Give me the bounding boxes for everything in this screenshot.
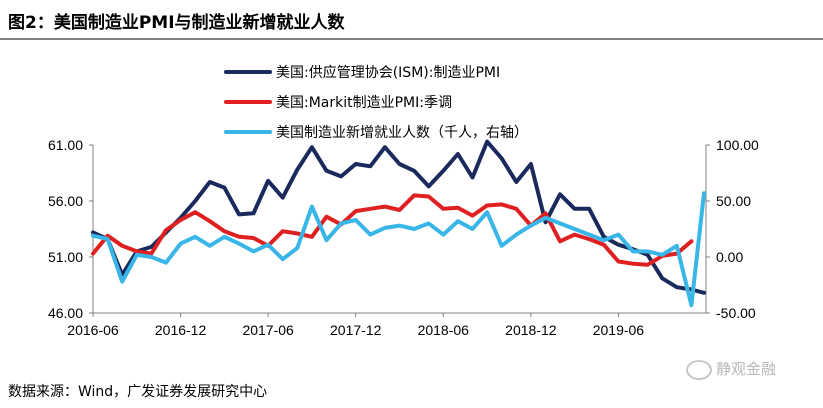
legend-label-3: 美国制造业新增就业人数（千人，右轴） (276, 125, 528, 141)
x-tick-label: 2016-06 (67, 322, 119, 338)
source-note: 数据来源：Wind，广发证券发展研究中心 (8, 384, 268, 400)
line-chart: 美国:供应管理协会(ISM):制造业PMI 美国:Markit制造业PMI:季调美… (48, 64, 759, 338)
legend-label-1: 美国:供应管理协会(ISM):制造业PMI (276, 64, 500, 81)
y-left-tick-label: 56.00 (48, 193, 83, 209)
x-tick-label: 2017-06 (242, 322, 294, 338)
chart-series (91, 139, 706, 308)
legend-label-2: 美国:Markit制造业PMI:季调 (276, 95, 452, 111)
y-left-tick-label: 51.00 (48, 249, 83, 265)
series-line-2 (91, 193, 694, 267)
x-tick-label: 2016-12 (155, 322, 207, 338)
series-line-3 (91, 191, 706, 308)
figure-title: 图2：美国制造业PMI与制造业新增就业人数 (8, 13, 345, 33)
x-tick-label: 2019-06 (593, 322, 645, 338)
y-right-tick-label: 0.00 (716, 249, 743, 265)
chart-legend: 美国:供应管理协会(ISM):制造业PMI 美国:Markit制造业PMI:季调美… (224, 64, 528, 141)
y-left-tick-label: 61.00 (48, 137, 83, 153)
chart-axes: 61.00 56.00 51.00 46.00 100.00 50.00 0.00 -50.0… (48, 137, 759, 338)
x-tick-label: 2017-12 (330, 322, 382, 338)
x-tick-label: 2018-12 (505, 322, 557, 338)
y-right-tick-label: 100.00 (716, 137, 759, 153)
title-divider (0, 38, 823, 40)
y-right-tick-label: -50.00 (716, 305, 756, 321)
y-right-tick-label: 50.00 (716, 193, 751, 209)
x-tick-label: 2018-06 (418, 322, 470, 338)
y-left-tick-label: 46.00 (48, 305, 83, 321)
series-line-1 (91, 139, 706, 295)
watermark-text: 静观金融 (716, 360, 777, 378)
wechat-icon (686, 359, 712, 380)
watermark: 静观金融 (686, 358, 776, 380)
